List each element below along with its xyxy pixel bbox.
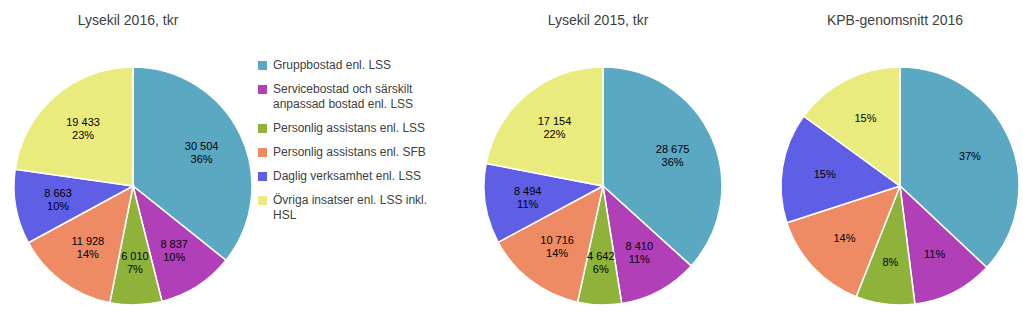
- svg-text:8 83710%: 8 83710%: [160, 238, 188, 263]
- html-text:Servicebostad och särskilt anp: Servicebostad och särskilt anpassad bost…: [273, 82, 414, 111]
- html-text:Daglig verksamhet enl. LSS: Daglig verksamhet enl. LSS: [273, 169, 422, 183]
- html-text:Gruppbostad enl. LSS: Gruppbostad enl. LSS: [273, 58, 392, 72]
- svg-text:19 43323%: 19 43323%: [66, 116, 100, 141]
- html-text:Övriga insatser enl. LSS inkl.: Övriga insatser enl. LSS inkl. HSL: [273, 193, 428, 222]
- html-text:KPB-genomsnitt 2016: KPB-genomsnitt 2016: [826, 12, 964, 28]
- svg-text:8 41011%: 8 41011%: [625, 240, 653, 265]
- svg-text:37%: 37%: [959, 150, 981, 162]
- svg-text:11 92814%: 11 92814%: [71, 235, 104, 260]
- svg-text:8 49411%: 8 49411%: [514, 185, 542, 210]
- svg-text:10 71614%: 10 71614%: [540, 234, 574, 259]
- html-text:Personlig assistans enl. LSS: Personlig assistans enl. LSS: [273, 121, 426, 135]
- svg-text:8%: 8%: [883, 256, 899, 268]
- svg-text:6 0107%: 6 0107%: [121, 250, 149, 275]
- svg-text:15%: 15%: [814, 168, 836, 180]
- svg-text:8 66310%: 8 66310%: [44, 187, 72, 212]
- svg-text:14%: 14%: [833, 232, 855, 244]
- svg-text:11%: 11%: [924, 248, 945, 260]
- svg-text:30 50436%: 30 50436%: [185, 140, 219, 165]
- svg-text:28 67536%: 28 67536%: [656, 143, 690, 168]
- svg-text:17 15422%: 17 15422%: [538, 115, 572, 140]
- html-text:Lysekil 2015, tkr: Lysekil 2015, tkr: [547, 12, 649, 28]
- html-text:Lysekil 2016, tkr: Lysekil 2016, tkr: [77, 12, 179, 28]
- svg-text:4 6426%: 4 6426%: [587, 250, 615, 275]
- html-text:Personlig assistans enl. SFB: Personlig assistans enl. SFB: [273, 145, 426, 159]
- svg-text:15%: 15%: [854, 112, 876, 124]
